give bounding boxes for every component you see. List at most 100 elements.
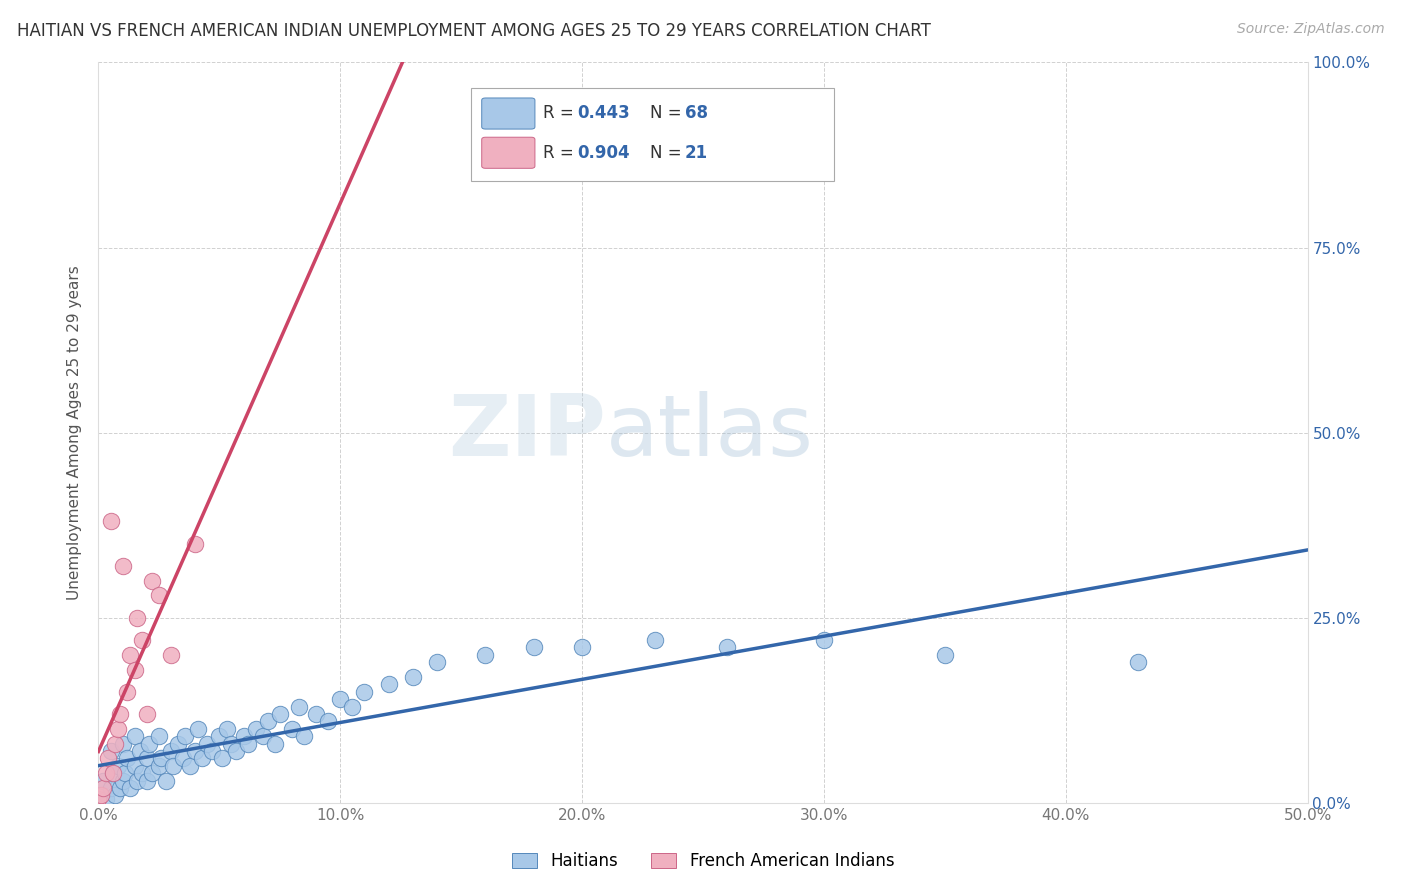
Point [252,729,274,743]
Point [104,737,127,751]
Point [238,737,260,751]
Point [264,737,287,751]
Text: 0.904: 0.904 [578,144,630,161]
Text: N =: N = [650,103,686,122]
Point [141,574,163,588]
Point [148,589,170,603]
Text: R =: R = [543,103,579,122]
Point [281,722,304,736]
Text: HAITIAN VS FRENCH AMERICAN INDIAN UNEMPLOYMENT AMONG AGES 25 TO 29 YEARS CORRELA: HAITIAN VS FRENCH AMERICAN INDIAN UNEMPL… [17,22,931,40]
Point [107,722,129,736]
Point [100,744,122,758]
Point [135,773,157,788]
Point [135,751,157,765]
Point [426,655,449,669]
Point [94,766,117,780]
Point [155,773,177,788]
Point [108,706,131,721]
Point [174,729,197,743]
Point [131,766,153,780]
Point [716,640,738,655]
Point [135,706,157,721]
Point [523,640,546,655]
Point [813,632,835,647]
Text: ZIP: ZIP [449,391,606,475]
Point [91,773,114,788]
Point [179,758,201,772]
Point [377,677,399,691]
Point [232,729,254,743]
Text: 0.443: 0.443 [578,103,630,122]
Point [187,722,209,736]
Text: 68: 68 [685,103,707,122]
Point [124,758,146,772]
Point [195,737,218,751]
Point [117,685,139,699]
Point [124,729,146,743]
Point [128,744,150,758]
Point [114,766,136,780]
Point [184,536,207,550]
Point [292,729,315,743]
Point [288,699,311,714]
Point [107,758,129,772]
Point [162,758,184,772]
Point [111,737,134,751]
Point [184,744,207,758]
Point [138,737,160,751]
Point [148,758,170,772]
Point [474,648,496,662]
Point [172,751,194,765]
FancyBboxPatch shape [471,88,834,181]
Point [127,610,149,624]
Point [91,780,114,795]
Point [127,773,149,788]
Point [160,648,183,662]
Text: R =: R = [543,144,579,161]
Point [208,729,231,743]
FancyBboxPatch shape [482,137,534,169]
Point [160,744,183,758]
Point [191,751,214,765]
Point [934,648,956,662]
Point [256,714,278,729]
Point [87,792,110,806]
Point [118,780,141,795]
Point [211,751,233,765]
Point [111,558,134,573]
Point [111,773,134,788]
Point [124,663,146,677]
Point [141,766,163,780]
Point [117,751,139,765]
Point [1128,655,1150,669]
Text: Source: ZipAtlas.com: Source: ZipAtlas.com [1237,22,1385,37]
Point [402,670,425,684]
Point [148,729,170,743]
Point [316,714,339,729]
Point [104,789,127,803]
Point [100,515,122,529]
Text: atlas: atlas [606,391,814,475]
Point [167,737,190,751]
FancyBboxPatch shape [482,98,534,129]
Point [131,632,153,647]
Point [305,706,328,721]
Text: 21: 21 [685,144,709,161]
Point [100,780,122,795]
Point [101,766,124,780]
Point [644,632,666,647]
Point [108,780,131,795]
Point [571,640,593,655]
Point [101,766,124,780]
Point [245,722,267,736]
Point [94,792,117,806]
Point [221,737,243,751]
Point [97,751,120,765]
Point [150,751,173,765]
Point [342,699,364,714]
Legend: Haitians, French American Indians: Haitians, French American Indians [505,846,901,877]
Text: N =: N = [650,144,686,161]
Point [353,685,375,699]
Y-axis label: Unemployment Among Ages 25 to 29 years: Unemployment Among Ages 25 to 29 years [67,265,83,600]
Point [269,706,291,721]
